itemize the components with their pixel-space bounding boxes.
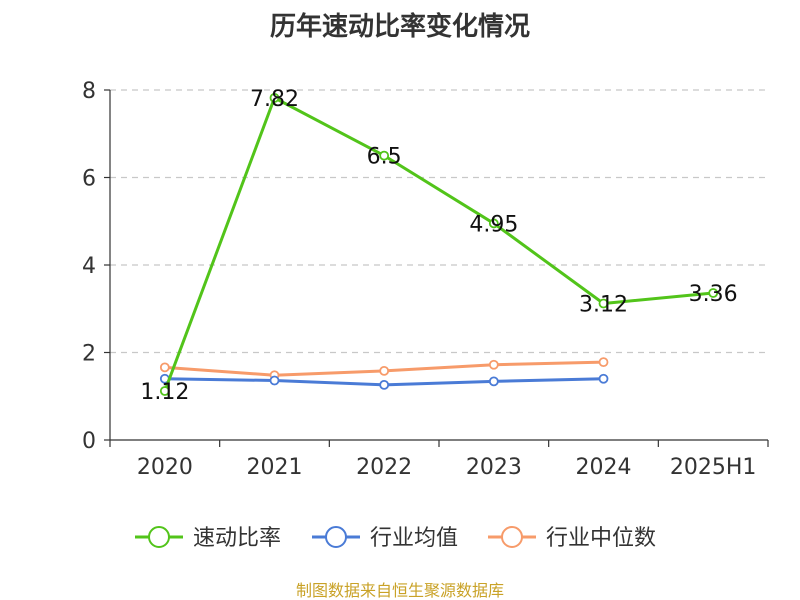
series-point-1[interactable]	[488, 376, 499, 387]
series-point-1[interactable]	[598, 373, 609, 384]
grid	[110, 89, 768, 354]
series-point-0[interactable]	[159, 386, 170, 396]
x-tick-label: 2025H1	[670, 455, 757, 480]
x-tick-label: 2024	[576, 455, 632, 480]
data-label: 4.95	[469, 212, 518, 237]
data-label: 1.12	[140, 380, 189, 405]
series-group	[159, 92, 719, 396]
y-tick-label: 6	[82, 167, 96, 192]
series-point-2[interactable]	[598, 357, 609, 368]
series-point-1[interactable]	[269, 375, 280, 386]
data-label: 3.12	[579, 293, 628, 318]
series-point-2[interactable]	[159, 362, 170, 373]
x-tick-label: 2023	[466, 455, 522, 480]
legend-swatch-marker	[501, 526, 523, 548]
chart-title: 历年速动比率变化情况	[270, 11, 530, 42]
source-note: 制图数据来自恒生聚源数据库	[296, 581, 504, 600]
x-tick-label: 2020	[137, 455, 193, 480]
legend[interactable]: 速动比率 行业均值 行业中位数	[135, 526, 656, 551]
y-tick-label: 4	[82, 254, 96, 279]
y-tick-label: 8	[82, 79, 96, 104]
legend-item-2[interactable]: 行业中位数	[488, 526, 656, 551]
series-point-0[interactable]	[598, 298, 609, 309]
y-tick-label: 0	[82, 429, 96, 454]
legend-item-0[interactable]: 速动比率	[135, 526, 281, 551]
legend-swatch-marker	[325, 526, 347, 548]
series-point-1[interactable]	[379, 379, 390, 390]
legend-item-1[interactable]: 行业均值	[312, 526, 458, 551]
series-point-0[interactable]	[269, 92, 280, 103]
legend-label: 行业均值	[370, 526, 458, 551]
x-tick-label: 2021	[247, 455, 303, 480]
data-labels: 1.12 7.82 6.5 4.95 3.12 3.36	[140, 87, 737, 405]
legend-label: 速动比率	[193, 526, 281, 551]
y-tick-label: 2	[82, 342, 96, 367]
series-point-0[interactable]	[708, 288, 719, 298]
legend-label: 行业中位数	[546, 526, 656, 551]
series-point-0[interactable]	[379, 150, 390, 161]
series-point-2[interactable]	[379, 365, 390, 376]
x-tick-label: 2022	[356, 455, 412, 480]
axes: 0 2 4 6 8 2020 2021 2022 2023 2024 2025H1	[82, 79, 769, 480]
series-point-2[interactable]	[488, 359, 499, 370]
series-point-0[interactable]	[488, 218, 499, 229]
legend-swatch-marker	[148, 526, 170, 548]
series-line-0	[163, 96, 714, 392]
data-label: 6.5	[367, 145, 402, 170]
data-label: 7.82	[250, 87, 299, 112]
data-label: 3.36	[689, 282, 738, 307]
